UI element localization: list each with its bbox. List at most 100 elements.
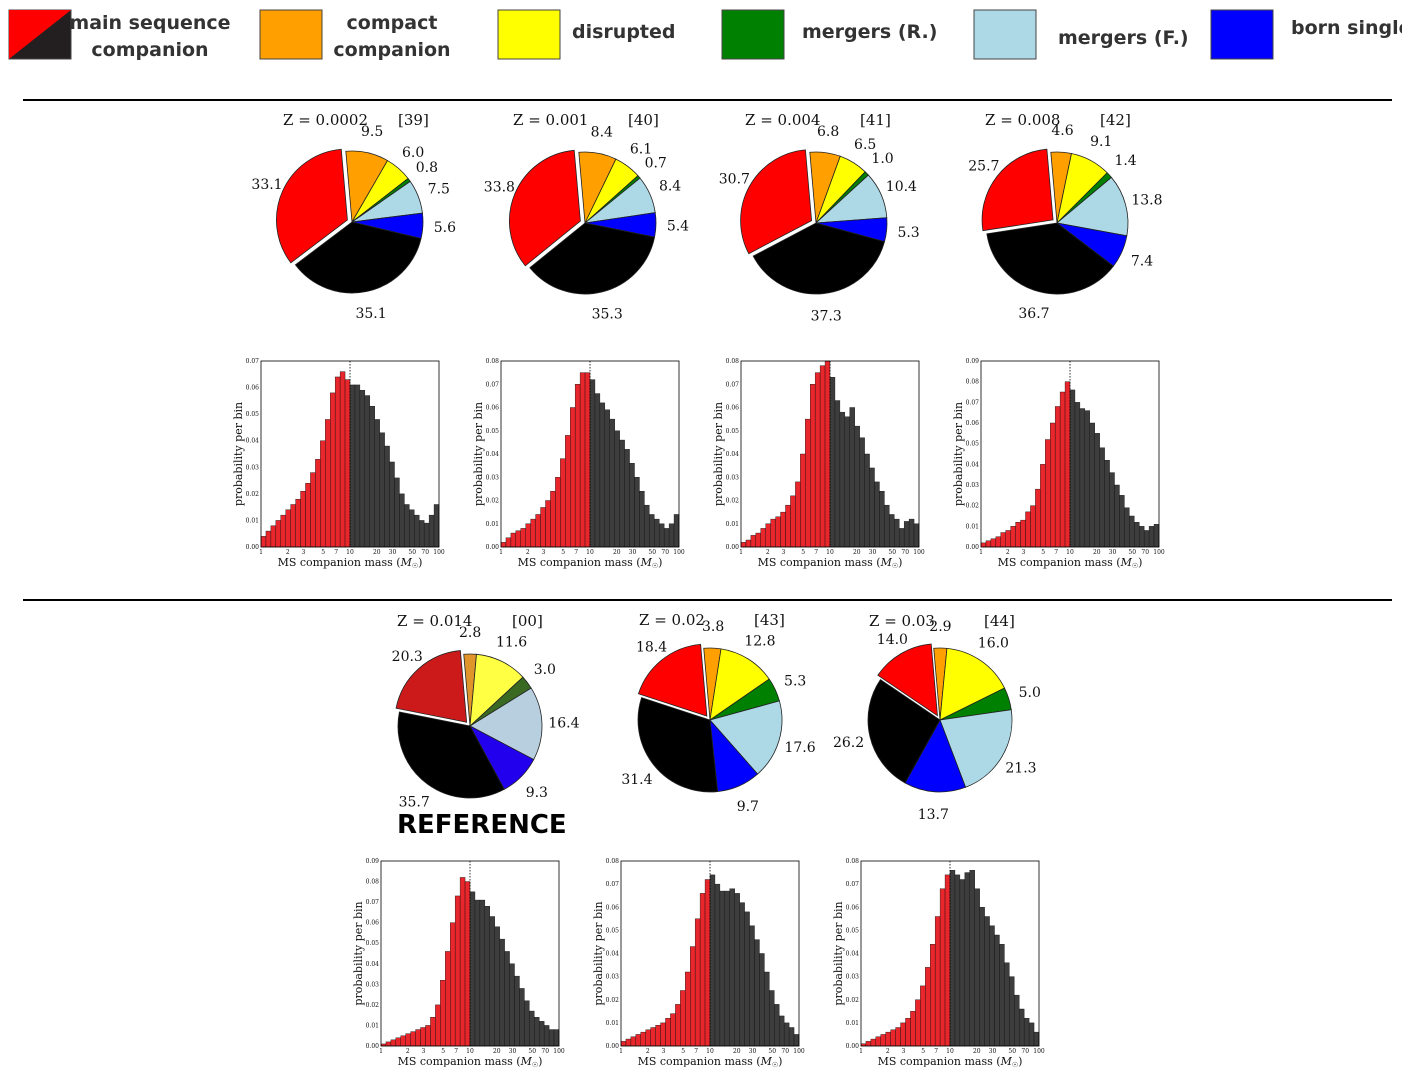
x-axis-label-close: ): [1138, 556, 1142, 569]
x-tick-label: 1: [619, 1048, 623, 1055]
y-tick-label: 0.05: [606, 927, 620, 934]
histogram-bar: [565, 435, 571, 548]
y-tick-label: 0.00: [966, 544, 980, 551]
histogram-bar: [944, 874, 951, 1047]
x-tick-label: 30: [989, 1048, 997, 1055]
x-tick-label: 30: [749, 1048, 757, 1055]
histogram-bar: [630, 1036, 637, 1047]
histogram-bar: [454, 895, 461, 1047]
pie-slice: [1056, 176, 1129, 237]
histogram-bar: [624, 449, 630, 548]
histogram-bar: [869, 467, 875, 548]
pie-label: 21.3: [1005, 761, 1036, 777]
x-tick-label: 2: [766, 549, 770, 556]
pie-label: 5.3: [897, 225, 919, 241]
histogram-bar: [864, 453, 870, 548]
y-tick-label: 0.06: [486, 405, 500, 412]
pie-slice: [981, 148, 1054, 232]
histogram-bar: [394, 477, 400, 548]
x-axis-label-text: MS companion mass (: [638, 1055, 761, 1067]
pie-slice: [637, 643, 708, 717]
y-tick-label: 0.03: [726, 474, 740, 481]
histogram-bar: [650, 1027, 656, 1047]
histogram-bar: [420, 1027, 426, 1047]
y-tick-label: 0.00: [366, 1043, 380, 1050]
histogram-bar: [629, 463, 635, 548]
x-axis-label-subscript: ☉: [892, 562, 898, 570]
histogram-bar: [895, 1027, 901, 1047]
pie-label: 18.4: [636, 639, 667, 655]
pie-label: 6.1: [630, 142, 652, 158]
histogram-bar: [754, 939, 760, 1047]
histogram-bar: [874, 481, 880, 548]
x-axis-label-text: MS companion mass (: [758, 556, 881, 569]
histogram-bar: [594, 393, 601, 548]
x-tick-label: 5: [1041, 549, 1045, 556]
pie-title: Z = 0.004: [745, 111, 820, 129]
x-axis-label-subscript: ☉: [412, 562, 418, 570]
histogram-bar: [1143, 530, 1150, 548]
histogram-bar: [890, 1029, 896, 1047]
histogram-bar: [1019, 1008, 1025, 1047]
pie-chart: Z = 0.02 [43] 18.4 3.8 12.8 5.3 17.6 9.7 31.4: [621, 611, 815, 815]
pie-label: 8.4: [591, 125, 613, 141]
x-tick-label: 50: [1008, 1048, 1016, 1055]
histogram-bar: [440, 980, 446, 1047]
histogram-bar: [1009, 976, 1015, 1047]
histogram-bar: [405, 1033, 411, 1047]
histogram-bar: [900, 1022, 906, 1047]
histogram-bar: [469, 891, 476, 1047]
x-tick-label: 100: [1153, 549, 1165, 556]
y-tick-label: 0.06: [246, 385, 260, 392]
x-tick-label: 10: [706, 1048, 714, 1055]
histogram-bar: [659, 523, 665, 548]
histogram-bar: [415, 1029, 421, 1047]
pie-tag: [40]: [628, 111, 659, 129]
histogram-bar: [750, 535, 757, 548]
x-axis-label-subscript: ☉: [1132, 562, 1138, 570]
x-tick-label: 1: [979, 549, 983, 556]
pie-slice: [939, 647, 1006, 721]
histogram-bar: [879, 491, 885, 548]
histogram-bar: [550, 491, 556, 548]
histogram-bar: [445, 951, 451, 1047]
y-tick-label: 0.07: [486, 381, 500, 388]
histogram-bar: [1109, 472, 1115, 548]
histogram-bar: [1134, 522, 1140, 548]
histogram-bar: [995, 536, 1001, 548]
pie-label: 16.0: [978, 636, 1009, 652]
pie-tag: [42]: [1100, 111, 1131, 129]
pie-label: 25.7: [968, 159, 999, 175]
histogram-bar: [494, 926, 500, 1047]
x-tick-label: 5: [561, 549, 565, 556]
histogram-bar: [275, 520, 281, 548]
histogram-bar: [915, 999, 921, 1047]
histogram-bar: [509, 963, 515, 1047]
y-tick-label: 0.03: [966, 482, 980, 489]
legend-swatch: [973, 9, 1037, 60]
legend-item-mergers-f: mergers (F.): [973, 9, 1189, 60]
histogram-bar: [670, 1013, 676, 1047]
x-tick-label: 100: [793, 1048, 805, 1055]
histogram-bar: [510, 532, 517, 548]
x-axis-label-text: MS companion mass (: [998, 556, 1121, 569]
x-tick-label: 100: [913, 549, 925, 556]
x-axis-label-close: ): [658, 556, 662, 569]
y-tick-label: 0.01: [966, 523, 979, 530]
histogram-bar: [785, 504, 791, 548]
histogram-bar: [910, 1011, 916, 1047]
histogram-bar: [719, 890, 726, 1047]
x-tick-label: 3: [662, 1048, 666, 1055]
histogram-bar: [668, 523, 675, 548]
y-tick-label: 0.02: [246, 491, 260, 498]
x-tick-label: 10: [1066, 549, 1074, 556]
y-tick-label: 0.07: [246, 358, 260, 365]
pie-chart: Z = 0.03 [44] 14.0 2.9 16.0 5.0 21.3 13.7 26.2: [833, 612, 1041, 823]
histogram-bar: [433, 504, 440, 548]
histogram-bar: [570, 407, 576, 548]
x-tick-label: 30: [869, 549, 877, 556]
pie-label: 11.6: [496, 635, 527, 651]
y-tick-label: 0.08: [726, 358, 740, 365]
pie-slice: [508, 149, 581, 267]
pie-label: 14.0: [877, 632, 908, 648]
